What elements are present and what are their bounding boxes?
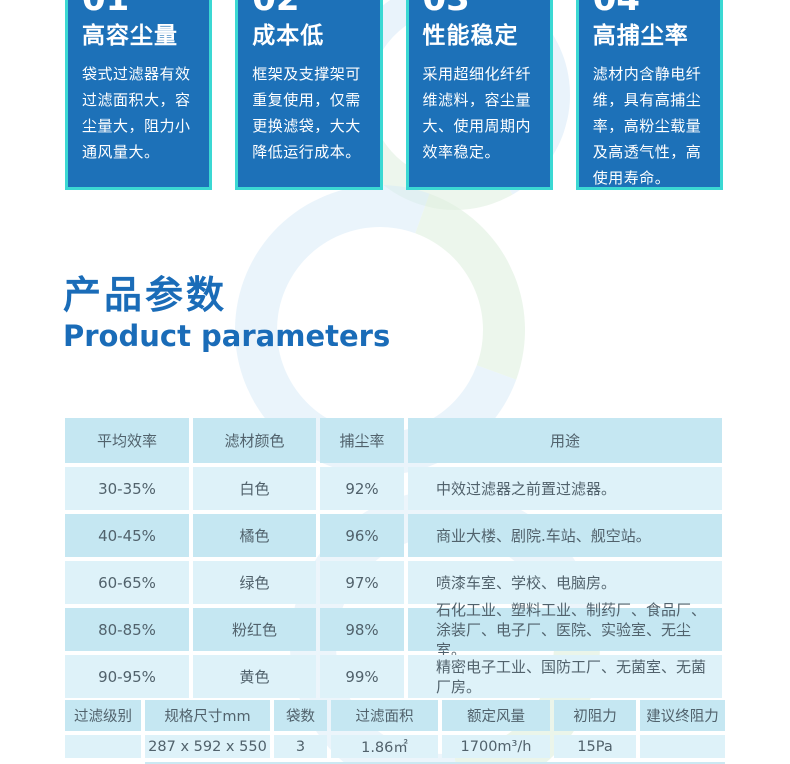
parameters-table: 平均效率 滤材颜色 捕尘率 用途 30-35% 白色 92% 中效过滤器之前置过… xyxy=(65,418,722,698)
feature-cards: 01 高容尘量 袋式过滤器有效过滤面积大，容尘量大，阻力小通风量大。 02 成本… xyxy=(65,0,723,190)
feature-card-2: 02 成本低 框架及支撑架可重复使用，仅需更换滤袋，大大降低运行成本。 xyxy=(235,0,383,190)
feature-card-1: 01 高容尘量 袋式过滤器有效过滤面积大，容尘量大，阻力小通风量大。 xyxy=(65,0,213,190)
feature-description: 袋式过滤器有效过滤面积大，容尘量大，阻力小通风量大。 xyxy=(82,65,191,161)
section-heading: 产品参数 Product parameters xyxy=(63,272,390,353)
table-cell xyxy=(65,735,141,758)
table-cell: 绿色 xyxy=(193,561,316,604)
column-header: 规格尺寸mm xyxy=(145,700,270,731)
feature-card-3: 03 性能稳定 采用超细化纤纤维滤料，容尘量大、使用周期内效率稳定。 xyxy=(405,0,553,190)
table-cell: 喷漆车室、学校、电脑房。 xyxy=(408,561,722,604)
feature-number: 03 xyxy=(423,0,537,17)
table-cell: 15Pa xyxy=(554,735,636,758)
table-cell: 1.86㎡ xyxy=(331,735,438,758)
feature-description: 框架及支撑架可重复使用，仅需更换滤袋，大大降低运行成本。 xyxy=(252,65,361,161)
table-cell: 287 x 592 x 550 xyxy=(145,735,270,758)
column-header: 初阻力 xyxy=(554,700,636,731)
table-cell: 白色 xyxy=(193,467,316,510)
column-header: 平均效率 xyxy=(65,418,189,463)
column-header: 额定风量 xyxy=(442,700,550,731)
table-cell: 92% xyxy=(320,467,404,510)
feature-description: 采用超细化纤纤维滤料，容尘量大、使用周期内效率稳定。 xyxy=(422,65,532,161)
table-cell: 商业大楼、剧院.车站、舰空站。 xyxy=(408,514,722,557)
table-cell: 60-65% xyxy=(65,561,189,604)
table-cell: 3 xyxy=(274,735,327,758)
column-header: 建议终阻力 xyxy=(640,700,725,731)
table-cell: 40-45% xyxy=(65,514,189,557)
section-title-zh: 产品参数 xyxy=(63,273,228,317)
table-cell: 98% xyxy=(320,608,404,651)
table-cell: 1700m³/h xyxy=(442,735,550,758)
feature-title: 成本低 xyxy=(252,23,325,49)
column-header: 袋数 xyxy=(274,700,327,731)
feature-title: 高容尘量 xyxy=(82,23,178,49)
table-cell: 橘色 xyxy=(193,514,316,557)
feature-number: 01 xyxy=(82,0,196,17)
column-header: 过滤级别 xyxy=(65,700,141,731)
table-cell: 石化工业、塑料工业、制药厂、食品厂、涂装厂、电子厂、医院、实验室、无尘室。 xyxy=(408,601,722,659)
table-cell: 黄色 xyxy=(193,655,316,698)
table-cell: 96% xyxy=(320,514,404,557)
feature-card-4: 04 高捕尘率 滤材内含静电纤维，具有高捕尘率，高粉尘载量及高透气性，高使用寿命… xyxy=(575,0,723,190)
column-header: 过滤面积 xyxy=(331,700,438,731)
table-cell: 粉红色 xyxy=(193,608,316,651)
column-header: 用途 xyxy=(408,418,722,463)
table-cell: 精密电子工业、国防工厂、无菌室、无菌厂房。 xyxy=(408,655,722,698)
table-cell: 80-85% xyxy=(65,608,189,651)
table-cell: 90-95% xyxy=(65,655,189,698)
cutoff-table-row xyxy=(145,762,725,764)
column-header: 滤材颜色 xyxy=(193,418,316,463)
feature-title: 高捕尘率 xyxy=(592,23,689,49)
spec-table: 过滤级别 规格尺寸mm 袋数 过滤面积 额定风量 初阻力 建议终阻力 287 x… xyxy=(65,700,725,758)
table-cell: 30-35% xyxy=(65,467,189,510)
column-header: 捕尘率 xyxy=(320,418,404,463)
table-cell: 中效过滤器之前置过滤器。 xyxy=(408,467,722,510)
table-cell: 97% xyxy=(320,561,404,604)
feature-title: 性能稳定 xyxy=(422,23,519,49)
feature-number: 04 xyxy=(593,0,707,17)
table-cell xyxy=(640,735,725,758)
feature-description: 滤材内含静电纤维，具有高捕尘率，高粉尘载量及高透气性，高使用寿命。 xyxy=(592,65,702,187)
feature-number: 02 xyxy=(252,0,366,17)
section-title-en: Product parameters xyxy=(63,319,391,353)
table-cell: 99% xyxy=(320,655,404,698)
